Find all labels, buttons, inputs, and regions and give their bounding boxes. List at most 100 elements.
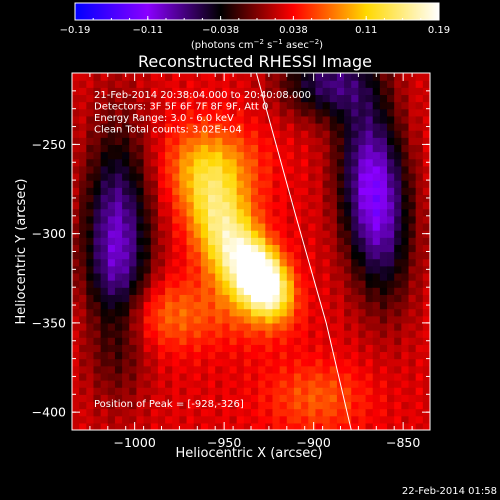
- x-axis-ticks: [71, 73, 431, 430]
- heatmap-cell: [143, 387, 152, 395]
- heatmap-cell: [272, 122, 281, 131]
- heatmap-cell: [157, 301, 166, 310]
- heatmap-cell: [336, 358, 345, 367]
- heatmap-cell: [236, 258, 245, 267]
- heatmap-cell: [72, 272, 80, 281]
- heatmap-cell: [351, 130, 359, 138]
- heatmap-cell: [150, 115, 159, 124]
- heatmap-cell: [401, 115, 410, 124]
- heatmap-cell: [379, 380, 388, 388]
- heatmap-cell: [379, 165, 388, 174]
- heatmap-cell: [387, 130, 395, 138]
- heatmap-cell: [279, 372, 288, 381]
- heatmap-cell: [272, 380, 281, 388]
- heatmap-cell: [93, 422, 102, 430]
- heatmap-cell: [143, 180, 152, 188]
- heatmap-cell: [93, 287, 102, 295]
- heatmap-cell: [72, 144, 80, 153]
- heatmap-cell: [265, 337, 274, 345]
- heatmap-cell: [243, 208, 252, 217]
- heatmap-cell: [215, 201, 223, 210]
- heatmap-cell: [394, 337, 402, 345]
- heatmap-cell: [93, 151, 102, 160]
- heatmap-cell: [172, 351, 180, 360]
- heatmap-cell: [243, 230, 252, 238]
- heatmap-cell: [200, 194, 209, 203]
- heatmap-cell: [165, 315, 173, 324]
- heatmap-cell: [215, 115, 223, 124]
- heatmap-cell: [122, 115, 130, 124]
- heatmap-cell: [265, 358, 274, 367]
- heatmap-cell: [415, 222, 424, 231]
- heatmap-cell: [329, 87, 338, 96]
- heatmap-cell: [100, 408, 109, 417]
- heatmap-cell: [200, 137, 209, 145]
- x-axis-label: Heliocentric X (arcsec): [176, 446, 323, 461]
- heatmap-cell: [293, 137, 302, 145]
- heatmap-cell: [379, 137, 388, 145]
- heatmap-cell: [157, 330, 166, 338]
- heatmap-cell: [415, 365, 424, 374]
- heatmap-cell: [315, 187, 324, 195]
- heatmap-cell: [401, 294, 410, 303]
- heatmap-cell: [308, 101, 317, 110]
- heatmap-cell: [358, 308, 367, 317]
- heatmap-cell: [315, 94, 324, 103]
- heatmap-cell: [358, 408, 367, 417]
- heatmap-cell: [415, 401, 424, 410]
- heatmap-cell: [229, 301, 238, 310]
- heatmap-cell: [208, 208, 216, 217]
- heatmap-cell: [422, 115, 430, 124]
- heatmap-cell: [387, 394, 395, 403]
- heatmap-cell: [272, 251, 281, 260]
- heatmap-cell: [279, 422, 288, 430]
- heatmap-cell: [215, 87, 223, 96]
- heatmap-cell: [315, 73, 324, 81]
- heatmap-cell: [293, 415, 302, 424]
- heatmap-cell: [286, 144, 295, 153]
- heatmap-cell: [401, 344, 410, 353]
- heatmap-cell: [408, 365, 417, 374]
- heatmap-cell: [365, 365, 374, 374]
- heatmap-cell: [208, 244, 216, 253]
- heatmap-cell: [114, 137, 123, 145]
- heatmap-cell: [72, 258, 80, 267]
- heatmap-cell: [150, 351, 159, 360]
- heatmap-cell: [251, 244, 259, 253]
- heatmap-cell: [394, 130, 402, 138]
- heatmap-cell: [265, 244, 274, 253]
- heatmap-cell: [358, 73, 367, 81]
- heatmap-cell: [179, 408, 188, 417]
- heatmap-cell: [251, 194, 259, 203]
- heatmap-cell: [315, 315, 324, 324]
- heatmap-cell: [236, 415, 245, 424]
- heatmap-cell: [351, 337, 359, 345]
- colorbar-gradient: [74, 2, 440, 21]
- heatmap-cell: [365, 387, 374, 395]
- heatmap-cell: [315, 108, 324, 117]
- heatmap-cell: [394, 258, 402, 267]
- heatmap-cell: [186, 230, 195, 238]
- heatmap-cell: [351, 265, 359, 274]
- heatmap-cell: [358, 387, 367, 395]
- heatmap-cell: [157, 222, 166, 231]
- heatmap-cell: [415, 308, 424, 317]
- heatmap-cell: [122, 230, 130, 238]
- heatmap-cell: [136, 237, 145, 245]
- heatmap-cell: [344, 415, 352, 424]
- heatmap-cell: [422, 130, 430, 138]
- heatmap-cell: [351, 258, 359, 267]
- heatmap-cell: [308, 187, 317, 195]
- heatmap-cell: [408, 187, 417, 195]
- heatmap-cell: [200, 208, 209, 217]
- heatmap-cell: [150, 322, 159, 331]
- heatmap-cell: [136, 387, 145, 395]
- heatmap-cell: [172, 165, 180, 174]
- heatmap-cell: [193, 380, 202, 388]
- heatmap-cell: [229, 237, 238, 245]
- heatmap-cell: [172, 337, 180, 345]
- heatmap-cell: [229, 137, 238, 145]
- heatmap-cell: [93, 401, 102, 410]
- heatmap-cell: [136, 194, 145, 203]
- heatmap-cell: [293, 294, 302, 303]
